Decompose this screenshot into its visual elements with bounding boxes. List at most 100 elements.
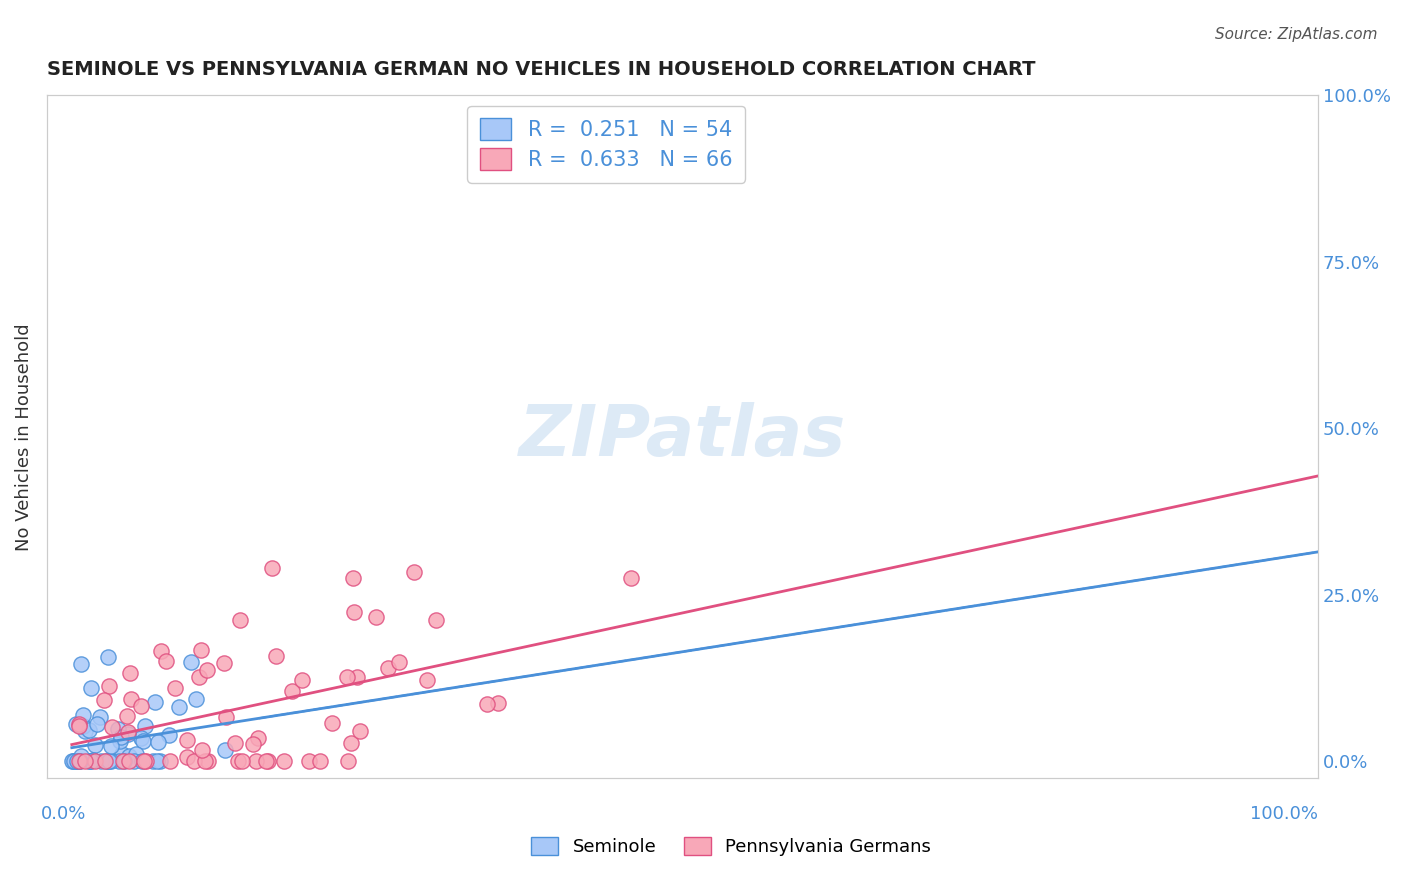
Point [308, 755, 330, 769]
Point [176, 750, 198, 764]
Point [349, 723, 371, 738]
Point [146, 755, 169, 769]
Point [72, 719, 94, 733]
Point [224, 736, 246, 750]
Point [117, 726, 139, 740]
Point [129, 731, 152, 746]
Point [96, 755, 118, 769]
Point [115, 709, 138, 723]
Point [155, 654, 177, 668]
Text: 100.0%: 100.0% [1250, 805, 1319, 823]
Point [84, 738, 107, 752]
Point [273, 755, 295, 769]
Point [111, 755, 134, 769]
Point [110, 731, 132, 745]
Point [262, 560, 284, 574]
Point [108, 755, 131, 769]
Point [191, 743, 214, 757]
Point [132, 734, 155, 748]
Text: Source: ZipAtlas.com: Source: ZipAtlas.com [1215, 27, 1378, 42]
Point [94, 755, 117, 769]
Point [346, 671, 368, 685]
Point [336, 670, 359, 684]
Point [176, 733, 198, 747]
Point [84, 755, 107, 769]
Point [195, 663, 218, 677]
Point [342, 571, 364, 585]
Point [80, 755, 103, 769]
Point [336, 755, 359, 769]
Point [111, 747, 134, 761]
Point [89, 710, 111, 724]
Point [321, 716, 343, 731]
Point [214, 743, 236, 757]
Point [143, 695, 166, 709]
Point [100, 755, 122, 769]
Point [107, 722, 129, 736]
Point [298, 755, 321, 769]
Point [486, 696, 509, 710]
Point [187, 670, 209, 684]
Point [120, 692, 142, 706]
Point [402, 566, 425, 580]
Point [101, 719, 124, 733]
Point [120, 665, 142, 680]
Point [124, 755, 146, 769]
Point [194, 755, 217, 769]
Point [97, 755, 120, 769]
Point [159, 755, 181, 769]
Point [245, 755, 267, 769]
Point [80, 681, 103, 696]
Point [97, 755, 120, 769]
Point [69, 749, 91, 764]
Point [165, 681, 187, 696]
Point [197, 755, 219, 769]
Point [254, 755, 277, 769]
Point [416, 673, 439, 688]
Point [135, 755, 157, 769]
Point [340, 736, 363, 750]
Point [186, 691, 208, 706]
Point [231, 755, 253, 769]
Point [134, 719, 156, 733]
Text: SEMINOLE VS PENNSYLVANIA GERMAN NO VEHICLES IN HOUSEHOLD CORRELATION CHART: SEMINOLE VS PENNSYLVANIA GERMAN NO VEHIC… [46, 60, 1035, 78]
Point [79, 723, 101, 737]
Legend: R =  0.251   N = 54, R =  0.633   N = 66: R = 0.251 N = 54, R = 0.633 N = 66 [467, 106, 745, 183]
Point [132, 755, 155, 769]
Point [67, 755, 90, 769]
Text: ZIPatlas: ZIPatlas [519, 402, 846, 471]
Point [146, 735, 169, 749]
Point [118, 755, 141, 769]
Point [366, 609, 388, 624]
Point [79, 755, 101, 769]
Point [620, 571, 643, 585]
Point [124, 747, 146, 761]
Point [90, 755, 112, 769]
Point [66, 755, 89, 769]
Point [77, 755, 100, 769]
Point [281, 684, 304, 698]
Point [93, 693, 115, 707]
Point [67, 719, 90, 733]
Point [131, 755, 153, 769]
Point [65, 755, 87, 769]
Point [62, 755, 84, 769]
Y-axis label: No Vehicles in Household: No Vehicles in Household [15, 323, 32, 550]
Legend: Seminole, Pennsylvania Germans: Seminole, Pennsylvania Germans [522, 828, 941, 865]
Point [242, 737, 264, 751]
Point [73, 723, 96, 738]
Point [228, 613, 250, 627]
Text: 0.0%: 0.0% [41, 805, 86, 823]
Point [149, 643, 172, 657]
Point [112, 755, 135, 769]
Point [212, 656, 235, 670]
Point [475, 697, 498, 711]
Point [97, 649, 120, 664]
Point [82, 753, 104, 767]
Point [72, 708, 94, 723]
Point [377, 661, 399, 675]
Point [117, 724, 139, 739]
Point [257, 755, 280, 769]
Point [100, 739, 122, 753]
Point [63, 755, 86, 769]
